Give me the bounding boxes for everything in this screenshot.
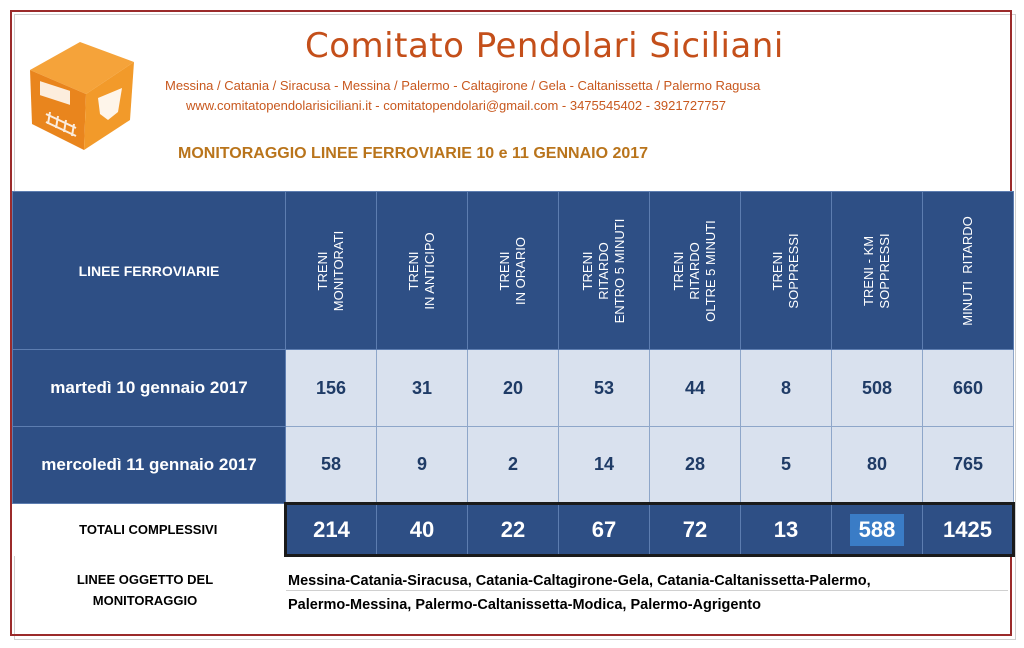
contacts-line: www.comitatopendolarisiciliani.it - comi… (186, 98, 726, 113)
totals-row: TOTALI COMPLESSIVI 214 40 22 67 72 13 58… (12, 502, 1015, 557)
table-cell: 660 (922, 349, 1014, 427)
table-cell: 31 (376, 349, 468, 427)
table-cell: 80 (831, 426, 923, 504)
table-header-row: LINEE FERROVIARIE TRENI MONITORATI TRENI… (12, 191, 1014, 350)
lines-list: Messina-Catania-Siracusa, Catania-Caltag… (288, 569, 1008, 617)
column-header: TRENI MONITORATI (285, 191, 377, 350)
column-header: TRENI IN ORARIO (467, 191, 559, 350)
routes-subtitle: Messina / Catania / Siracusa - Messina /… (165, 78, 761, 93)
lines-text-line-1: Messina-Catania-Siracusa, Catania-Caltag… (288, 573, 871, 589)
table-cell: 53 (558, 349, 650, 427)
logo-icon (30, 42, 134, 150)
total-cell: 72 (649, 502, 741, 557)
table-cell: 8 (740, 349, 832, 427)
totals-label: TOTALI COMPLESSIVI (12, 503, 286, 556)
table-cell: 2 (467, 426, 559, 504)
column-header: TRENI - KM SOPPRESSI (831, 191, 923, 350)
table-cell: 156 (285, 349, 377, 427)
row-label: martedì 10 gennaio 2017 (12, 349, 286, 427)
column-header: TRENI SOPPRESSI (740, 191, 832, 350)
column-header: TRENI RITARDO OLTRE 5 MINUTI (649, 191, 741, 350)
header-linee-ferroviarie: LINEE FERROVIARIE (12, 191, 286, 350)
table-cell: 14 (558, 426, 650, 504)
total-cell: 214 (284, 502, 377, 557)
table-cell: 508 (831, 349, 923, 427)
table-cell: 28 (649, 426, 741, 504)
column-header: TRENI RITARDO ENTRO 5 MINUTI (558, 191, 650, 350)
table-cell: 58 (285, 426, 377, 504)
lines-text-line-2: Palermo-Messina, Palermo-Caltanissetta-M… (288, 597, 761, 613)
table-cell: 20 (467, 349, 559, 427)
total-cell-highlighted: 588 (831, 502, 923, 557)
page-title: Comitato Pendolari Siciliani (305, 26, 784, 66)
table-row: martedì 10 gennaio 2017 156 31 20 53 44 … (12, 349, 1014, 427)
monitoring-table: LINEE FERROVIARIE TRENI MONITORATI TRENI… (12, 191, 1015, 557)
table-cell: 5 (740, 426, 832, 504)
table-row: mercoledì 11 gennaio 2017 58 9 2 14 28 5… (12, 426, 1014, 504)
lines-divider (286, 590, 1008, 591)
total-cell: 22 (467, 502, 559, 557)
column-header: TRENI IN ANTICIPO (376, 191, 468, 350)
table-cell: 765 (922, 426, 1014, 504)
total-cell: 40 (376, 502, 468, 557)
monitoring-title: MONITORAGGIO LINEE FERROVIARIE 10 e 11 G… (178, 145, 649, 162)
table-cell: 44 (649, 349, 741, 427)
row-label: mercoledì 11 gennaio 2017 (12, 426, 286, 504)
lines-label: LINEE OGGETTO DEL MONITORAGGIO (76, 572, 214, 608)
column-header: MINUTI RITARDO (922, 191, 1014, 350)
table-cell: 9 (376, 426, 468, 504)
total-cell: 13 (740, 502, 832, 557)
total-cell: 67 (558, 502, 650, 557)
total-cell: 1425 (922, 502, 1015, 557)
